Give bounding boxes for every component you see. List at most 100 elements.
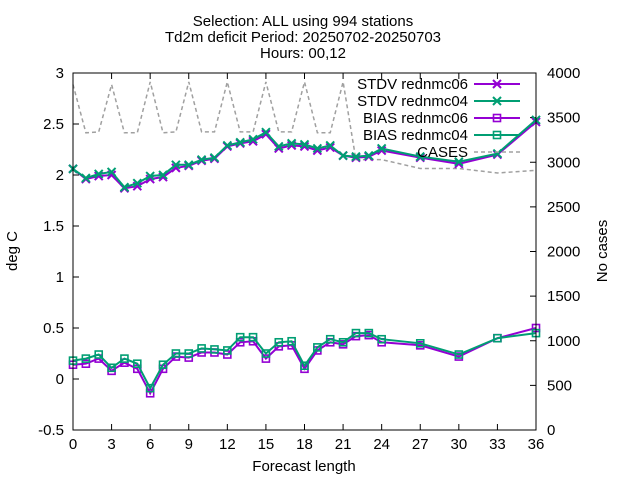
y2-tick-label: 500 [547,377,572,394]
series-line [72,327,537,396]
y2-tick-label: 3000 [547,154,580,171]
data-point [132,178,143,188]
tick-labels: 0 3 6 9 12 15 18 21 24 27 30 33 36-0.500.511.522.530… [38,65,580,453]
data-point [325,142,335,153]
title-line-1: Selection: ALL using 994 stations [193,13,413,30]
data-point [492,148,503,159]
legend-entry: BIAS rednmc06 [363,110,520,127]
x-tick-label: 18 [296,436,313,453]
x-tick-label: 6 [146,436,154,453]
data-point [287,336,296,346]
legend-entry: STDV rednmc04 [357,93,520,110]
data-point [171,349,181,358]
data-point [261,349,271,358]
y-axis-label: deg C [4,231,21,271]
legend-entry: BIAS rednmc04 [363,127,520,144]
data-point [261,129,271,139]
data-point [376,143,387,154]
data-point [235,337,245,347]
y2-tick-label: 2000 [547,244,580,261]
x-tick-label: 15 [258,436,275,453]
data-point [106,167,117,177]
data-point [274,141,284,152]
x-tick-label: 27 [412,436,429,453]
chart-title: Selection: ALL using 994 stations Td2m d… [165,13,441,62]
data-point [94,169,104,179]
y-tick-label: 1.5 [43,218,64,235]
title-line-3: Hours: 00,12 [260,45,346,62]
data-point [133,359,142,369]
y-tick-label: 2.5 [43,116,64,133]
legend-marker [492,96,502,106]
y2-tick-label: 3500 [547,110,580,127]
series-stdv-rednmc04 [68,115,541,192]
plot-frame [72,72,537,431]
y-tick-label: -0.5 [38,422,64,439]
y2-tick-label: 1500 [547,288,580,305]
data-point [286,138,297,149]
series-bias-rednmc04 [68,328,541,393]
data-point [145,171,155,181]
data-point [248,134,258,145]
data-point [312,143,323,154]
data-point [158,360,168,370]
y-tick-label: 2 [56,167,64,184]
data-point [351,151,361,162]
y2-tick-label: 1000 [547,333,580,350]
data-point [197,344,206,353]
data-point [338,337,348,347]
data-point [120,354,129,363]
x-tick-label: 12 [219,436,236,453]
title-line-2: Td2m deficit Period: 20250702-20250703 [165,29,441,46]
data-point [223,346,232,355]
data-point [415,151,425,162]
data-point [248,332,258,342]
y-tick-label: 1 [56,269,64,286]
data-point [274,337,284,347]
y-tick-label: 0.5 [43,320,64,337]
data-point [81,354,91,363]
data-point [313,343,322,352]
data-point [325,334,335,344]
data-point [210,345,219,354]
legend-label: BIAS rednmc04 [363,127,468,144]
data-point [338,150,348,161]
x-tick-label: 21 [335,436,352,453]
data-point [376,145,387,156]
x-tick-label: 24 [373,436,390,453]
data-point [351,328,361,338]
x-tick-label: 0 [69,436,77,453]
data-point [184,349,194,358]
data-point [81,173,91,183]
data-point [222,140,233,151]
data-point [119,182,130,192]
data-point [209,152,220,163]
data-point [377,334,386,344]
legend-entry: CASES [417,144,520,161]
legend-marker [492,130,502,140]
legend-entry: STDV rednmc06 [357,76,520,93]
legend-marker [492,113,502,123]
x-tick-label: 30 [450,436,467,453]
y-tick-label: 0 [56,371,64,388]
y2-axis-label: No cases [594,220,611,283]
legend-label: BIAS rednmc06 [363,110,468,127]
y2-tick-label: 0 [547,422,555,439]
data-point [300,361,309,371]
data-point [235,332,245,342]
data-point [454,157,464,167]
x-tick-label: 9 [185,436,193,453]
data-point [325,140,335,151]
data-point [171,160,181,170]
x-tick-label: 3 [107,436,115,453]
data-point [196,154,207,165]
data-point [158,170,168,180]
data-point [299,139,310,150]
data-point [454,350,464,359]
legend-label: STDV rednmc06 [357,76,468,93]
y2-tick-label: 4000 [547,65,580,82]
data-point [261,354,271,363]
legend-marker [492,79,502,89]
